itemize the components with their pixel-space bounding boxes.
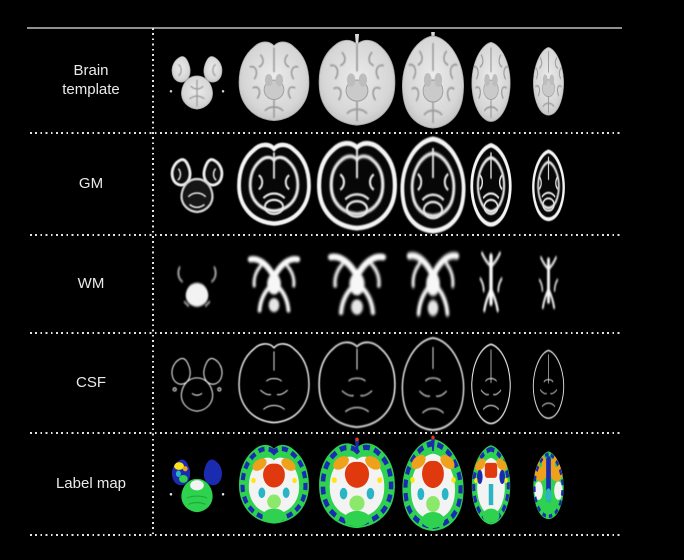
row-csf: CSF: [0, 333, 684, 433]
row-divider-dotted-line: [30, 534, 622, 536]
row-gm: GM: [0, 133, 684, 235]
brain-slice: [395, 134, 471, 234]
brain-slice: [166, 351, 228, 415]
brain-slice: [315, 236, 399, 332]
brain-slice: [463, 37, 519, 125]
brain-slice-strip: [0, 235, 684, 333]
brain-slice: [395, 31, 471, 131]
row-label-label-map: Label map: [55, 474, 127, 492]
brain-slice: [395, 234, 471, 334]
brain-slice-strip: [0, 333, 684, 433]
brain-slice: [236, 339, 312, 427]
brain-slice: [236, 37, 312, 125]
brain-slice: [236, 240, 312, 328]
brain-slice-strip: [0, 133, 684, 235]
row-divider-dotted-line: [30, 132, 622, 134]
brain-slice-strip: [0, 28, 684, 133]
brain-slice: [166, 49, 228, 113]
brain-slice: [463, 240, 519, 328]
brain-slice: [525, 146, 572, 223]
row-brain-template: Brain template: [0, 28, 684, 133]
brain-slice: [525, 446, 572, 523]
top-border-line: [27, 27, 622, 29]
brain-slice: [236, 140, 312, 228]
brain-slice: [463, 440, 519, 528]
brain-slice: [315, 33, 399, 129]
row-label-csf: CSF: [76, 373, 106, 391]
row-label-gm: GM: [78, 174, 104, 192]
label-column-dotted-divider: [152, 28, 154, 535]
brain-slice: [236, 440, 312, 528]
brain-slice: [395, 333, 471, 433]
brain-slice: [315, 335, 399, 431]
brain-slice: [166, 252, 228, 316]
row-label-wm: WM: [77, 274, 105, 292]
brain-slice: [395, 434, 471, 534]
brain-slice: [315, 136, 399, 232]
brain-slice: [315, 436, 399, 532]
row-divider-dotted-line: [30, 432, 622, 434]
row-label-brain-template: Brain template: [62, 61, 120, 98]
brain-slice-strip: [0, 433, 684, 535]
brain-slice: [525, 42, 572, 119]
brain-slice: [166, 452, 228, 516]
brain-slice: [463, 339, 519, 427]
brain-slice: [166, 152, 228, 216]
row-label-map: Label map: [0, 433, 684, 535]
brain-slice: [525, 345, 572, 422]
row-divider-dotted-line: [30, 234, 622, 236]
row-wm: WM: [0, 235, 684, 333]
row-divider-dotted-line: [30, 332, 622, 334]
brain-slice: [463, 140, 519, 228]
brain-slice: [525, 246, 572, 323]
